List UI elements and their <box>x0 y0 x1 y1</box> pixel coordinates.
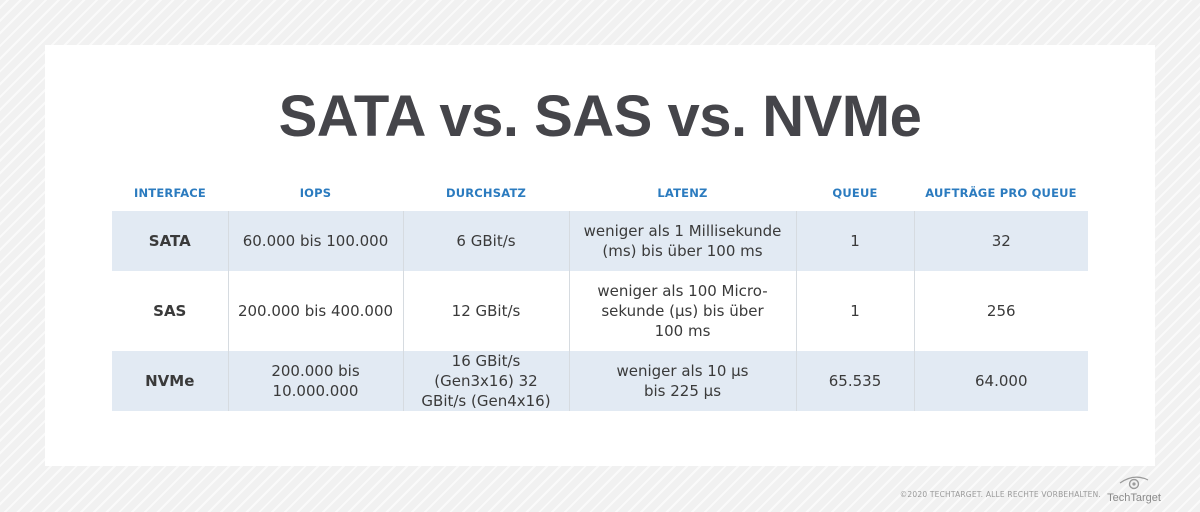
iops-text: 200.000 bis 10.000.000 <box>271 362 360 400</box>
header-iops: IOPS <box>299 186 332 200</box>
cell-latenz: weniger als 10 µs bis 225 µs <box>568 351 796 411</box>
durchsatz-text: 16 GBit/s (Gen3x16) 32 GBit/s (Gen4x16) <box>421 352 551 410</box>
cell-auftraege: 256 <box>913 271 1088 351</box>
latenz-text: weniger als 100 Micro-sekunde (µs) bis ü… <box>597 282 768 340</box>
techtarget-logo: TechTarget <box>1104 474 1164 504</box>
cell-queue: 1 <box>795 211 914 271</box>
latenz-text: weniger als 10 µs bis 225 µs <box>616 362 749 400</box>
comparison-table: INTERFACE IOPS DURCHSATZ LATENZ QUEUE AU… <box>112 175 1088 411</box>
cell-auftraege: 32 <box>913 211 1088 271</box>
header-durchsatz: DURCHSATZ <box>445 186 527 200</box>
copyright-notice: ©2020 TECHTARGET. ALLE RECHTE VORBEHALTE… <box>899 490 1101 499</box>
cell-durchsatz: 16 GBit/s (Gen3x16) 32 GBit/s (Gen4x16) <box>402 351 569 411</box>
logo-text: TechTarget <box>1107 492 1161 504</box>
cell-queue: 65.535 <box>795 351 914 411</box>
cell-interface: SATA <box>112 211 228 271</box>
table-row: SAS 200.000 bis 400.000 12 GBit/s wenige… <box>112 271 1088 351</box>
header-interface: INTERFACE <box>134 186 206 200</box>
header-auftraege: AUFTRÄGE PRO QUEUE <box>925 186 1077 200</box>
table-row: SATA 60.000 bis 100.000 6 GBit/s weniger… <box>112 211 1088 271</box>
table-header-row: INTERFACE IOPS DURCHSATZ LATENZ QUEUE AU… <box>112 175 1088 211</box>
cell-interface: NVMe <box>112 351 228 411</box>
header-latenz: LATENZ <box>657 186 708 200</box>
cell-latenz: weniger als 100 Micro-sekunde (µs) bis ü… <box>568 271 796 351</box>
eye-icon <box>1119 476 1149 490</box>
cell-interface: SAS <box>153 302 187 320</box>
cell-auftraege: 64.000 <box>913 351 1088 411</box>
cell-iops: 60.000 bis 100.000 <box>227 211 403 271</box>
cell-latenz: weniger als 1 Millisekunde (ms) bis über… <box>568 211 796 271</box>
cell-queue: 1 <box>795 271 914 351</box>
cell-iops: 200.000 bis 400.000 <box>227 271 403 351</box>
cell-durchsatz: 6 GBit/s <box>402 211 569 271</box>
latenz-text: weniger als 1 Millisekunde (ms) bis über… <box>583 222 782 260</box>
cell-durchsatz: 12 GBit/s <box>402 271 569 351</box>
header-queue: QUEUE <box>832 186 878 200</box>
page-title: SATA vs. SAS vs. NVMe <box>278 84 922 149</box>
table-row: NVMe 200.000 bis 10.000.000 16 GBit/s (G… <box>112 351 1088 411</box>
content-card: SATA vs. SAS vs. NVMe INTERFACE IOPS DUR… <box>45 45 1155 466</box>
cell-iops: 200.000 bis 10.000.000 <box>227 351 403 411</box>
